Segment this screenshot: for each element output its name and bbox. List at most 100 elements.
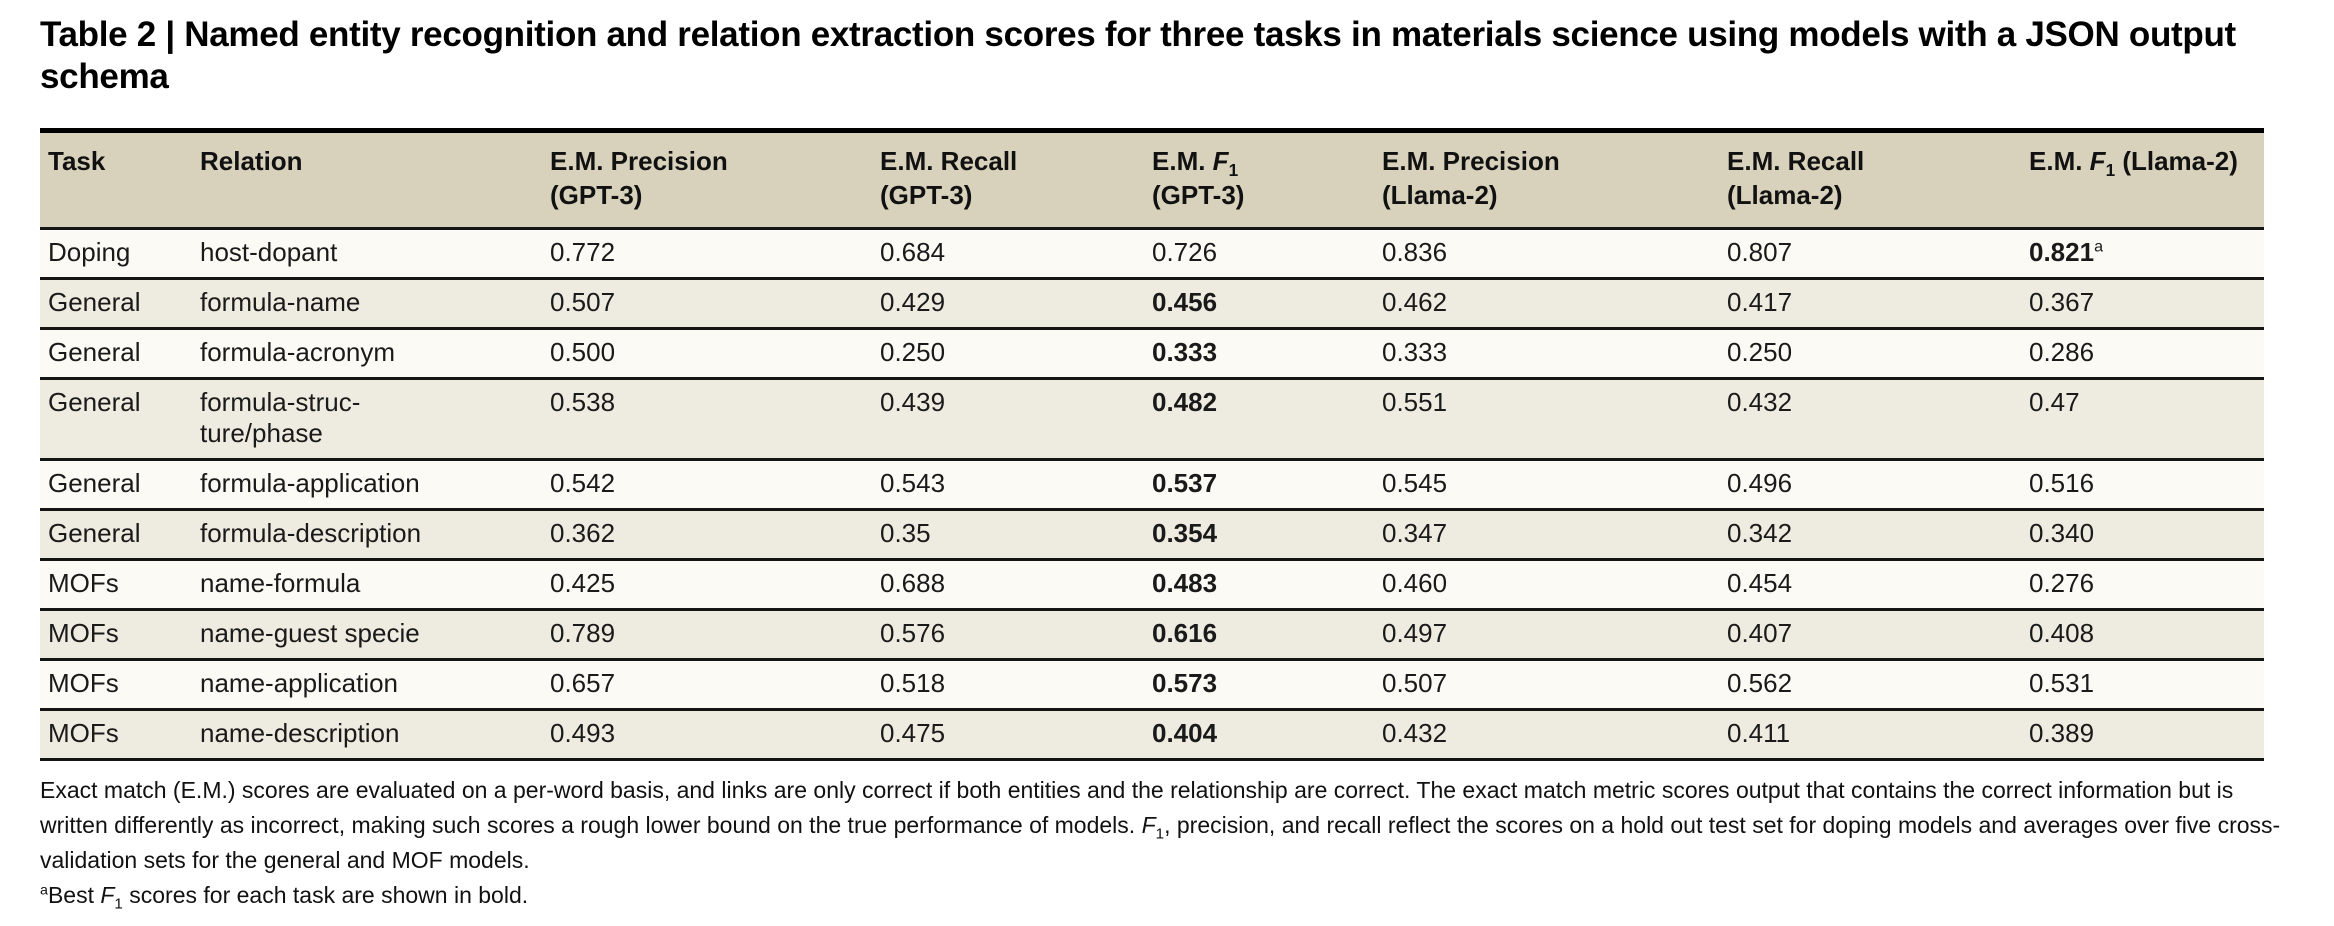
table-footnote-main: Exact match (E.M.) scores are evaluated … [40, 777, 2281, 873]
cell-em-precision-gpt3: 0.772 [542, 228, 872, 280]
column-header-relation: Relation [192, 130, 542, 230]
cell-relation: name-guest specie [192, 609, 542, 661]
cell-em-recall-gpt3: 0.688 [872, 559, 1144, 611]
table-header: Task Relation E.M. Precision (GPT-3) E.M. Re… [40, 130, 2264, 230]
table-row: General formula-description 0.362 0.35 0.354… [40, 509, 2264, 561]
cell-em-precision-llama2: 0.507 [1374, 659, 1719, 711]
cell-em-precision-gpt3: 0.425 [542, 559, 872, 611]
cell-em-recall-llama2: 0.417 [1719, 278, 2021, 330]
cell-em-f1-llama2: 0.516 [2021, 459, 2264, 511]
cell-em-f1-gpt3: 0.726 [1144, 228, 1374, 280]
cell-em-recall-gpt3: 0.684 [872, 228, 1144, 280]
cell-task: Doping [40, 228, 192, 280]
table-row: General formula-name 0.507 0.429 0.456 0.462 0… [40, 278, 2264, 330]
cell-em-precision-llama2: 0.462 [1374, 278, 1719, 330]
cell-em-f1-gpt3: 0.616 [1144, 609, 1374, 661]
cell-em-recall-gpt3: 0.35 [872, 509, 1144, 561]
cell-relation: formula-struc-ture/phase [192, 378, 542, 461]
table-row: General formula-acronym 0.500 0.250 0.333 0.3… [40, 328, 2264, 380]
cell-em-f1-gpt3: 0.482 [1144, 378, 1374, 461]
table-footnote-bold: aBest F1 scores for each task are shown … [40, 882, 529, 913]
table-row: MOFs name-description 0.493 0.475 0.404 0.432… [40, 709, 2264, 761]
cell-em-f1-gpt3: 0.333 [1144, 328, 1374, 380]
cell-em-precision-llama2: 0.545 [1374, 459, 1719, 511]
cell-em-f1-llama2: 0.408 [2021, 609, 2264, 661]
results-table: Task Relation E.M. Precision (GPT-3) E.M. Re… [40, 128, 2264, 761]
cell-em-recall-llama2: 0.807 [1719, 228, 2021, 280]
table-row: General formula-struc-ture/phase 0.538 0.43… [40, 378, 2264, 461]
cell-em-recall-llama2: 0.562 [1719, 659, 2021, 711]
cell-em-precision-llama2: 0.347 [1374, 509, 1719, 561]
column-header-em-f1-gpt3: E.M. F1 (GPT-3) [1144, 130, 1374, 230]
cell-em-recall-gpt3: 0.429 [872, 278, 1144, 330]
column-header-em-recall-gpt3: E.M. Recall (GPT-3) [872, 130, 1144, 230]
cell-task: General [40, 459, 192, 511]
cell-em-recall-gpt3: 0.576 [872, 609, 1144, 661]
cell-em-f1-llama2: 0.340 [2021, 509, 2264, 561]
cell-em-recall-gpt3: 0.439 [872, 378, 1144, 461]
cell-em-recall-llama2: 0.496 [1719, 459, 2021, 511]
table-title: Table 2 | Named entity recognition and r… [40, 15, 2236, 96]
cell-em-f1-llama2: 0.276 [2021, 559, 2264, 611]
table-row: MOFs name-formula 0.425 0.688 0.483 0.460 0.45… [40, 559, 2264, 611]
cell-em-f1-llama2: 0.821a [2021, 228, 2264, 280]
cell-em-precision-gpt3: 0.657 [542, 659, 872, 711]
table-row: General formula-application 0.542 0.543 0.53… [40, 459, 2264, 511]
cell-em-precision-gpt3: 0.500 [542, 328, 872, 380]
cell-em-f1-gpt3: 0.537 [1144, 459, 1374, 511]
cell-em-f1-llama2: 0.367 [2021, 278, 2264, 330]
table-row: Doping host-dopant 0.772 0.684 0.726 0.836 0.8… [40, 228, 2264, 280]
table-body: Doping host-dopant 0.772 0.684 0.726 0.836 0.8… [40, 228, 2264, 761]
cell-em-precision-llama2: 0.432 [1374, 709, 1719, 761]
cell-em-precision-gpt3: 0.493 [542, 709, 872, 761]
column-header-task: Task [40, 130, 192, 230]
cell-em-precision-llama2: 0.460 [1374, 559, 1719, 611]
table-row: MOFs name-application 0.657 0.518 0.573 0.507… [40, 659, 2264, 711]
cell-em-f1-llama2: 0.286 [2021, 328, 2264, 380]
footnote-marker: a [2094, 237, 2104, 256]
cell-em-precision-llama2: 0.497 [1374, 609, 1719, 661]
cell-em-recall-llama2: 0.454 [1719, 559, 2021, 611]
column-header-em-precision-llama2: E.M. Precision (Llama-2) [1374, 130, 1719, 230]
cell-relation: name-application [192, 659, 542, 711]
cell-em-precision-gpt3: 0.362 [542, 509, 872, 561]
cell-task: General [40, 509, 192, 561]
cell-relation: host-dopant [192, 228, 542, 280]
cell-em-f1-gpt3: 0.483 [1144, 559, 1374, 611]
cell-relation: formula-name [192, 278, 542, 330]
cell-em-f1-gpt3: 0.573 [1144, 659, 1374, 711]
cell-em-precision-llama2: 0.836 [1374, 228, 1719, 280]
column-header-em-f1-llama2: E.M. F1 (Llama-2) [2021, 130, 2264, 230]
cell-relation: name-formula [192, 559, 542, 611]
cell-em-recall-llama2: 0.432 [1719, 378, 2021, 461]
cell-em-recall-gpt3: 0.475 [872, 709, 1144, 761]
cell-em-f1-gpt3: 0.404 [1144, 709, 1374, 761]
cell-em-recall-llama2: 0.407 [1719, 609, 2021, 661]
cell-em-recall-gpt3: 0.518 [872, 659, 1144, 711]
cell-em-f1-gpt3: 0.354 [1144, 509, 1374, 561]
cell-em-recall-llama2: 0.250 [1719, 328, 2021, 380]
cell-em-recall-gpt3: 0.543 [872, 459, 1144, 511]
cell-em-precision-gpt3: 0.542 [542, 459, 872, 511]
cell-em-f1-llama2: 0.531 [2021, 659, 2264, 711]
cell-task: General [40, 328, 192, 380]
cell-relation: name-description [192, 709, 542, 761]
cell-task: MOFs [40, 609, 192, 661]
cell-relation: formula-acronym [192, 328, 542, 380]
cell-task: General [40, 278, 192, 330]
cell-task: MOFs [40, 559, 192, 611]
cell-task: MOFs [40, 709, 192, 761]
cell-em-precision-llama2: 0.551 [1374, 378, 1719, 461]
cell-em-f1-llama2: 0.389 [2021, 709, 2264, 761]
cell-em-precision-gpt3: 0.538 [542, 378, 872, 461]
cell-em-precision-gpt3: 0.789 [542, 609, 872, 661]
cell-em-recall-llama2: 0.411 [1719, 709, 2021, 761]
cell-task: General [40, 378, 192, 461]
column-header-em-precision-gpt3: E.M. Precision (GPT-3) [542, 130, 872, 230]
table-row: MOFs name-guest specie 0.789 0.576 0.616 0.49… [40, 609, 2264, 661]
cell-em-f1-llama2: 0.47 [2021, 378, 2264, 461]
cell-relation: formula-description [192, 509, 542, 561]
table-header-row: Task Relation E.M. Precision (GPT-3) E.M. Re… [40, 130, 2264, 230]
cell-em-recall-llama2: 0.342 [1719, 509, 2021, 561]
